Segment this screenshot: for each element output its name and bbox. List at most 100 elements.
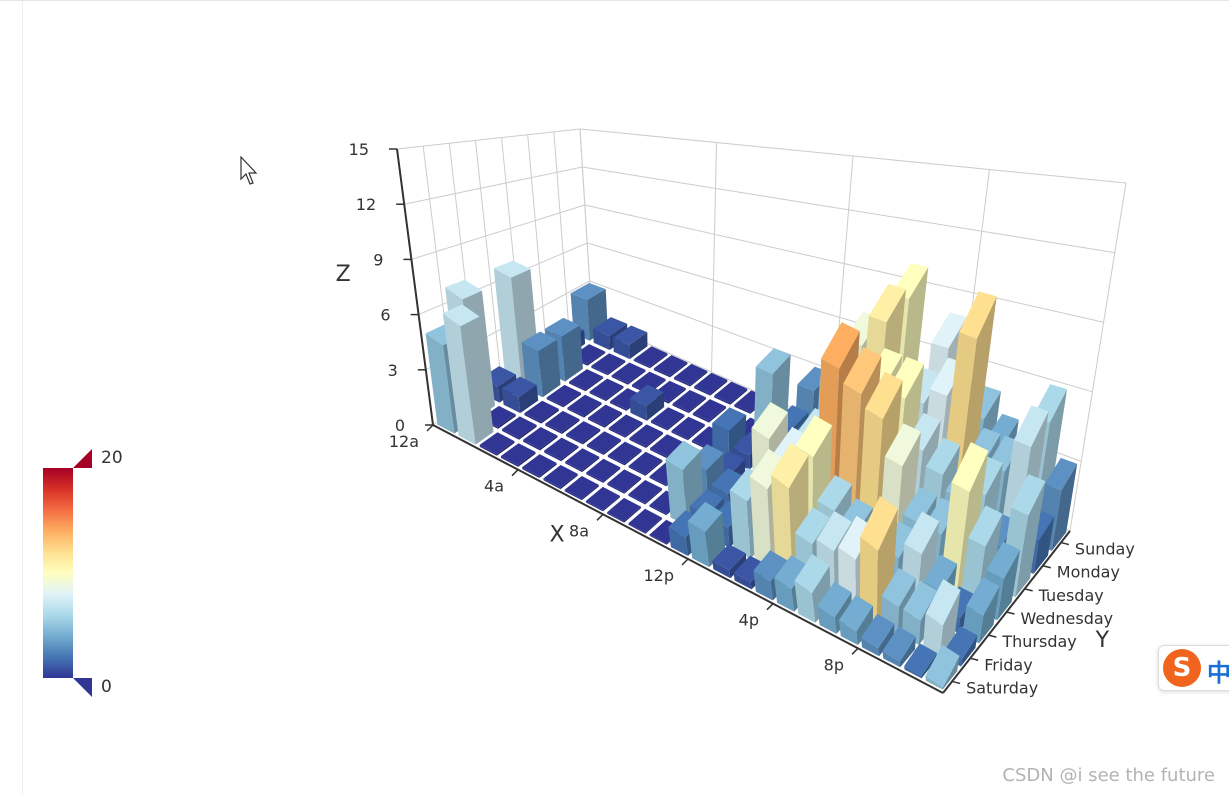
bar[interactable] [607, 441, 642, 466]
x-axis-name: X [549, 523, 564, 548]
bar[interactable] [522, 454, 557, 478]
bar[interactable] [628, 480, 663, 505]
grid-line [527, 134, 548, 350]
grid-line [404, 166, 583, 205]
bar[interactable] [650, 407, 685, 431]
bar[interactable] [692, 399, 727, 423]
y-tick-label: Thursday [1001, 632, 1076, 651]
bar[interactable] [586, 431, 621, 455]
bar[interactable] [712, 544, 747, 579]
bar[interactable] [633, 346, 668, 369]
visual-map-max-handle-icon[interactable] [73, 449, 92, 468]
y-tick-label: Wednesday [1021, 609, 1114, 628]
bar[interactable] [546, 384, 582, 408]
grid-line [711, 142, 717, 373]
bar[interactable] [501, 376, 539, 414]
x-tick-label: 4a [484, 477, 504, 496]
bar[interactable] [674, 363, 708, 387]
top-border [0, 0, 1229, 1]
bar[interactable] [607, 469, 642, 494]
bar[interactable] [589, 378, 624, 402]
bar[interactable] [543, 465, 578, 490]
visual-map[interactable]: 20 0 [43, 448, 123, 697]
bar[interactable] [442, 304, 494, 445]
bar[interactable] [839, 595, 873, 645]
bar[interactable] [687, 501, 726, 568]
bar[interactable] [629, 384, 665, 421]
bar[interactable] [567, 394, 602, 418]
bar[interactable] [588, 404, 623, 428]
bar[interactable] [564, 476, 599, 501]
bar[interactable] [544, 437, 579, 462]
bar[interactable] [591, 353, 626, 376]
bar[interactable] [545, 410, 580, 434]
bar[interactable] [569, 369, 604, 392]
x-tick-label: 8p [824, 655, 844, 674]
bar[interactable] [671, 416, 705, 441]
bar[interactable] [613, 325, 648, 360]
bar[interactable] [608, 414, 643, 438]
bar[interactable] [585, 486, 620, 512]
grid-line [474, 140, 502, 380]
visual-map-min-handle-icon[interactable] [73, 678, 92, 697]
visual-map-min-label: 0 [101, 677, 112, 697]
bar[interactable] [665, 440, 704, 527]
bar[interactable] [861, 613, 895, 657]
bar[interactable] [904, 643, 937, 679]
bar[interactable] [607, 497, 641, 523]
bar[interactable] [817, 581, 852, 634]
grid-line [584, 204, 1104, 323]
bar[interactable] [672, 390, 706, 414]
y-tick-label: Monday [1057, 563, 1120, 582]
bar[interactable] [629, 424, 664, 448]
mouse-cursor-icon [240, 155, 260, 190]
grid-line [411, 204, 585, 260]
bar[interactable] [479, 432, 515, 456]
bar[interactable] [923, 579, 961, 656]
y-tick-label: Saturday [966, 678, 1038, 697]
z-axis-line [396, 148, 434, 426]
ime-mode-label: 中 [1207, 659, 1229, 687]
z-axis-name: Z [336, 262, 351, 287]
y-axis-name: Y [1095, 628, 1110, 653]
bar[interactable] [714, 381, 748, 405]
bar[interactable] [925, 644, 960, 690]
x-tick-label: 12p [643, 566, 674, 585]
z-tick-label: 3 [388, 361, 398, 380]
y-tick-label: Friday [984, 655, 1033, 674]
x-tick-label: 4p [739, 611, 759, 630]
visual-map-gradient-bar[interactable] [43, 468, 73, 678]
z-tick-label: 15 [349, 140, 369, 159]
ime-badge[interactable]: S 中 [1158, 645, 1229, 691]
bar[interactable] [523, 427, 558, 451]
grid-line [582, 166, 1115, 254]
bar[interactable] [653, 355, 688, 378]
x-tick-label: 8a [569, 521, 589, 540]
grid-line [396, 128, 581, 150]
y-tick-label: Sunday [1075, 540, 1135, 559]
watermark: CSDN @i see the future [1002, 765, 1215, 786]
bar[interactable] [565, 448, 600, 473]
bar[interactable] [859, 496, 898, 624]
bar[interactable] [611, 362, 646, 385]
visual-map-max-label: 20 [101, 448, 123, 468]
z-tick-label: 6 [380, 306, 390, 325]
bar[interactable] [566, 421, 601, 445]
bar[interactable] [694, 372, 728, 396]
z-tick-label: 0 [395, 416, 405, 435]
bar[interactable] [500, 443, 536, 467]
bar[interactable] [628, 508, 663, 534]
bar[interactable] [628, 451, 663, 476]
bars[interactable] [425, 260, 1078, 690]
axis-labels: 0 3 6 9 12 15 Z 12a 4a 8a 12p 4p 8p X Saturday Friday Th… [336, 140, 1135, 697]
grid-line [579, 128, 1127, 184]
z-tick-label: 9 [373, 250, 383, 269]
grid-line [1069, 182, 1127, 532]
grid-line [553, 131, 570, 335]
bar[interactable] [501, 416, 537, 440]
bar[interactable] [524, 400, 559, 424]
bar[interactable] [882, 626, 916, 668]
bar[interactable] [586, 458, 621, 483]
x-tick-label: 12a [389, 432, 419, 451]
